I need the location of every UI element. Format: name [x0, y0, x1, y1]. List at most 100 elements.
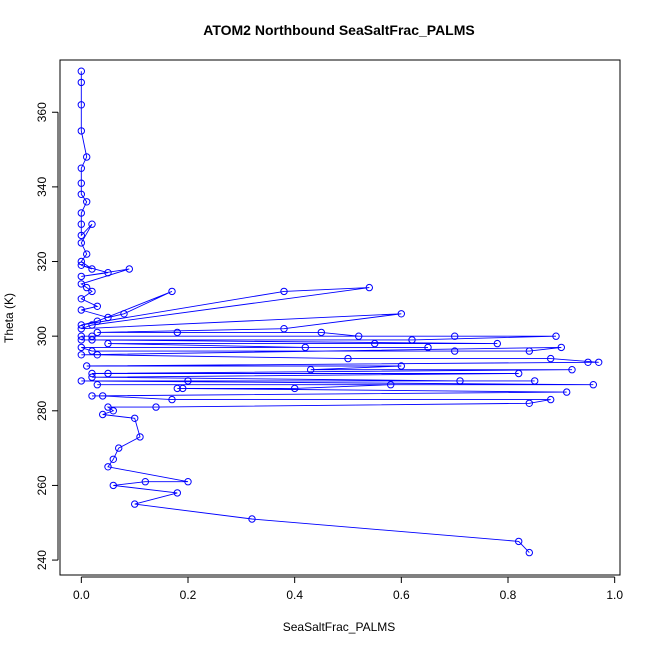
data-point [77, 220, 86, 228]
data-point [104, 403, 112, 411]
data-point [493, 339, 501, 348]
data-point [365, 283, 373, 292]
data-point [547, 354, 555, 363]
y-tick-label: 360 [35, 102, 49, 122]
data-point [104, 463, 112, 471]
data-point [531, 377, 539, 385]
data-point [317, 328, 325, 337]
data-point [83, 250, 91, 258]
data-point [120, 310, 128, 318]
y-tick-label: 300 [35, 326, 49, 346]
data-point [77, 179, 86, 187]
data-point [77, 332, 86, 340]
data-point [77, 377, 86, 385]
y-tick-label: 320 [35, 251, 49, 271]
data-point [77, 164, 86, 172]
data-point [515, 537, 523, 546]
data-point [88, 265, 96, 273]
data-point [77, 101, 86, 109]
data-point [88, 220, 96, 228]
data-point [88, 321, 96, 329]
data-point [99, 392, 107, 400]
data-point [109, 481, 118, 490]
y-tick-label: 240 [35, 550, 49, 570]
data-point [136, 433, 144, 441]
data-point [131, 414, 139, 422]
data-point [88, 332, 96, 340]
data-point [291, 384, 299, 393]
x-tick-label: 0.6 [393, 588, 410, 602]
data-point [99, 410, 107, 419]
y-tick-label: 340 [35, 177, 49, 197]
data-point [109, 455, 118, 463]
series-layer [77, 67, 603, 557]
y-tick-label: 260 [35, 475, 49, 495]
data-point [77, 321, 86, 329]
data-point [184, 478, 192, 486]
data-point [77, 272, 86, 281]
data-point [93, 317, 102, 325]
data-point [104, 339, 112, 348]
data-point [397, 310, 405, 318]
data-point [125, 265, 134, 273]
data-point [88, 287, 96, 296]
data-point [344, 354, 352, 363]
data-point [141, 478, 150, 486]
data-point [109, 407, 118, 415]
data-point [301, 343, 309, 352]
data-point [525, 347, 533, 355]
data-point [83, 153, 91, 161]
data-point [115, 444, 123, 452]
data-point [131, 500, 139, 508]
data-point [173, 384, 182, 393]
data-point [77, 78, 86, 87]
data-point [248, 515, 256, 523]
data-point [424, 343, 432, 352]
data-point [77, 261, 86, 269]
data-point [280, 287, 288, 296]
data-point [184, 377, 192, 385]
data-point [88, 392, 96, 400]
data-point [179, 384, 187, 393]
data-point [77, 257, 86, 266]
data-point [547, 395, 555, 404]
data-point [88, 336, 96, 344]
x-tick-label: 0.0 [73, 588, 90, 602]
data-point [280, 325, 288, 333]
data-point [557, 343, 565, 352]
data-point [77, 336, 86, 344]
data-point [88, 347, 96, 355]
data-point [77, 190, 86, 199]
data-point [451, 347, 459, 355]
data-point [355, 332, 363, 340]
x-tick-label: 1.0 [606, 588, 623, 602]
data-point [371, 339, 379, 348]
data-point [568, 366, 576, 374]
data-point [88, 373, 96, 381]
data-point [88, 369, 96, 378]
x-tick-label: 0.8 [500, 588, 517, 602]
chart-title: ATOM2 Northbound SeaSaltFrac_PALMS [203, 22, 474, 38]
y-tick-label: 280 [35, 400, 49, 420]
plot-frame [59, 59, 621, 576]
data-point [93, 381, 102, 389]
data-point [77, 209, 86, 217]
data-point [451, 332, 459, 340]
data-point [93, 302, 102, 310]
data-point [83, 198, 91, 206]
data-point [83, 362, 91, 370]
data-point [77, 351, 86, 359]
data-point [173, 489, 182, 497]
data-point [168, 395, 176, 404]
data-point [83, 283, 91, 292]
y-axis-label: Theta (K) [2, 293, 16, 343]
data-point [525, 548, 533, 557]
data-point [563, 388, 571, 396]
data-point [93, 351, 102, 359]
data-point [387, 381, 395, 389]
data-point [77, 325, 86, 333]
data-point [77, 239, 86, 247]
data-point [93, 328, 102, 337]
x-tick-label: 0.2 [180, 588, 197, 602]
